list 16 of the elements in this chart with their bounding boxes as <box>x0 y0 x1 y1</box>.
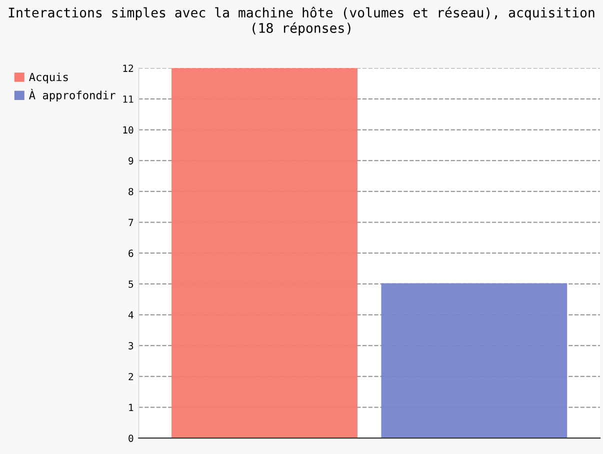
legend-label: Acquis <box>29 72 68 84</box>
y-tick-label: 7 <box>128 218 134 226</box>
y-tick-label: 5 <box>128 280 134 288</box>
y-tick-label: 3 <box>128 342 134 350</box>
y-tick-label: 8 <box>128 188 134 196</box>
y-tick-label: 1 <box>129 404 134 411</box>
y-tick-label: 4 <box>128 311 134 318</box>
chart-title: Interactions simples avec la machine hôte (volumes et réseau), acquisition (18 réponses) <box>8 6 594 36</box>
y-tick-label: 9 <box>128 157 134 164</box>
legend-label: À approfondir <box>29 88 116 102</box>
y-tick-label: 0 <box>128 434 134 442</box>
y-tick-label: 6 <box>128 250 134 257</box>
y-tick-label: 11 <box>123 96 134 103</box>
y-tick-label: 12 <box>123 64 134 72</box>
y-tick-label: 10 <box>123 126 134 134</box>
y-tick-label: 2 <box>128 372 133 380</box>
